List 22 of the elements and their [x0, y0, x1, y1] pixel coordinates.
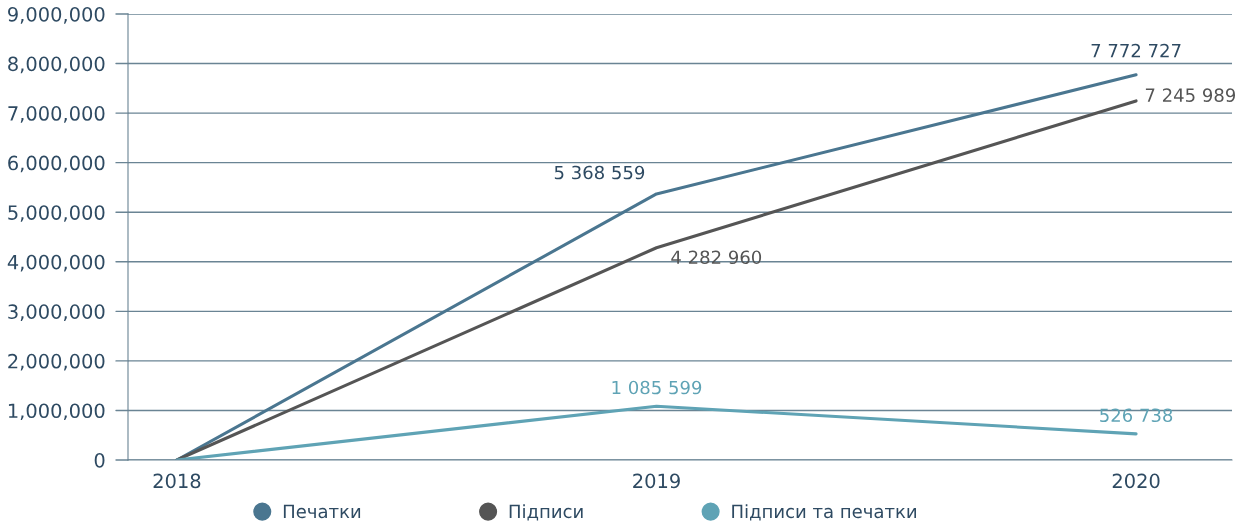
y-tick-label: 2,000,000 [8, 353, 105, 371]
y-tick-label: 4,000,000 [7, 254, 105, 272]
y-tick-label: 3,000,000 [8, 304, 105, 321]
legend-label: Підписи [509, 504, 583, 521]
data-label: 4 282 960 [671, 250, 762, 265]
data-label: 1 085 599 [612, 380, 702, 395]
data-label: 5 368 559 [554, 165, 645, 180]
data-label: 7 245 989 [1145, 88, 1236, 102]
x-tick-label: 2020 [1112, 473, 1160, 489]
data-label: 526 738 [1100, 408, 1173, 423]
y-tick-label: 6,000,000 [8, 155, 105, 173]
x-tick-label: 2018 [153, 473, 201, 489]
y-tick-label: 0 [94, 452, 105, 468]
data-label: 7 772 727 [1091, 43, 1181, 58]
legend-label: Підписи та печатки [732, 504, 916, 521]
y-tick-label: 9,000,000 [8, 6, 105, 24]
y-tick-label: 8,000,000 [8, 56, 105, 74]
legend-label: Печатки [283, 504, 361, 519]
y-tick-label: 7,000,000 [8, 106, 105, 123]
x-tick-label: 2019 [633, 473, 680, 489]
y-tick-label: 1,000,000 [8, 403, 105, 421]
y-tick-label: 5,000,000 [8, 205, 105, 222]
